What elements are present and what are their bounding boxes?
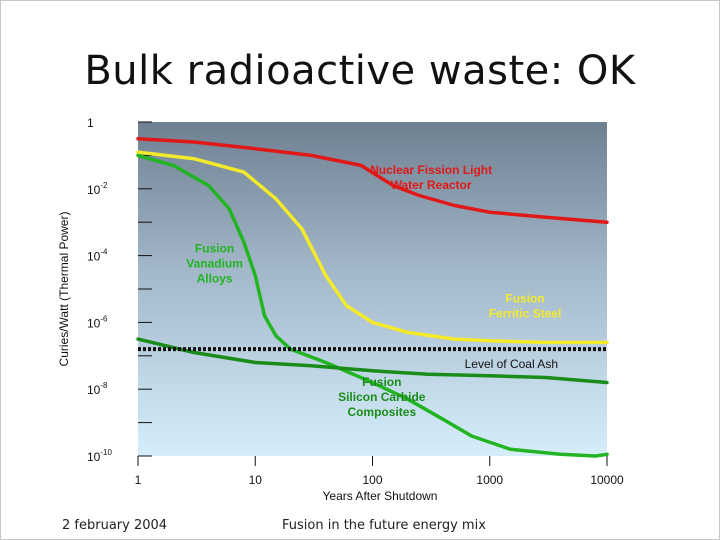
x-tick-label: 1: [135, 473, 142, 487]
x-axis-title: Years After Shutdown: [323, 489, 438, 503]
footer-topic: Fusion in the future energy mix: [282, 518, 486, 533]
x-tick-label: 1000: [476, 473, 503, 487]
y-tick-exponent: -8: [100, 381, 108, 390]
series-label-line: Composites: [347, 405, 416, 419]
series-label-line: Fusion: [362, 375, 401, 389]
y-tick-base: 10: [87, 250, 101, 264]
series-label-line: Silicon Carbide: [338, 390, 426, 404]
x-tick-label: 10000: [590, 473, 624, 487]
y-tick-label: 1: [87, 116, 94, 130]
y-tick-label: 10-2: [87, 181, 108, 197]
series-label: Fusion Silicon Carbide Composites: [338, 375, 426, 419]
series-label-line: Vanadium: [186, 256, 243, 270]
y-tick-label: 10-8: [87, 381, 108, 397]
series-line: [136, 150, 609, 345]
plot-area: [138, 122, 607, 456]
y-tick-base: 10: [87, 183, 101, 197]
coal-ash-label: Level of Coal Ash: [465, 357, 558, 371]
y-tick-base: 10: [87, 383, 101, 397]
series-label: Fusion Vanadium Alloys: [186, 241, 243, 285]
footer-date: 2 february 2004: [62, 518, 168, 533]
series-label: Nuclear Fission Light Water Reactor: [370, 163, 492, 192]
y-tick-label: 10-10: [87, 448, 112, 464]
series-line: [136, 136, 609, 224]
y-tick-exponent: -2: [100, 181, 108, 190]
y-tick-base: 1: [87, 116, 94, 130]
series-label-line: Fusion: [195, 241, 234, 255]
x-tick-label: 10: [249, 473, 263, 487]
series-label: Fusion Ferritic Steel: [489, 291, 562, 320]
y-tick-exponent: -10: [100, 448, 112, 457]
series-line: [136, 153, 609, 458]
y-axis-title: Curies/Watt (Thermal Power): [57, 212, 71, 367]
y-tick-label: 10-4: [87, 248, 108, 264]
y-tick-base: 10: [87, 450, 101, 464]
slide-title: Bulk radioactive waste: OK: [84, 48, 636, 94]
series-label-line: Nuclear Fission Light: [370, 163, 492, 177]
y-tick-exponent: -6: [100, 314, 108, 323]
series-label-line: Fusion: [505, 291, 544, 305]
series-label-line: Water Reactor: [391, 178, 472, 192]
series-label-line: Ferritic Steel: [489, 306, 562, 320]
y-tick-label: 10-6: [87, 314, 108, 330]
y-tick-base: 10: [87, 316, 101, 330]
y-tick-exponent: -4: [100, 248, 108, 257]
x-tick-label: 100: [362, 473, 382, 487]
series-label-line: Alloys: [197, 271, 233, 285]
series-line: [136, 337, 609, 385]
